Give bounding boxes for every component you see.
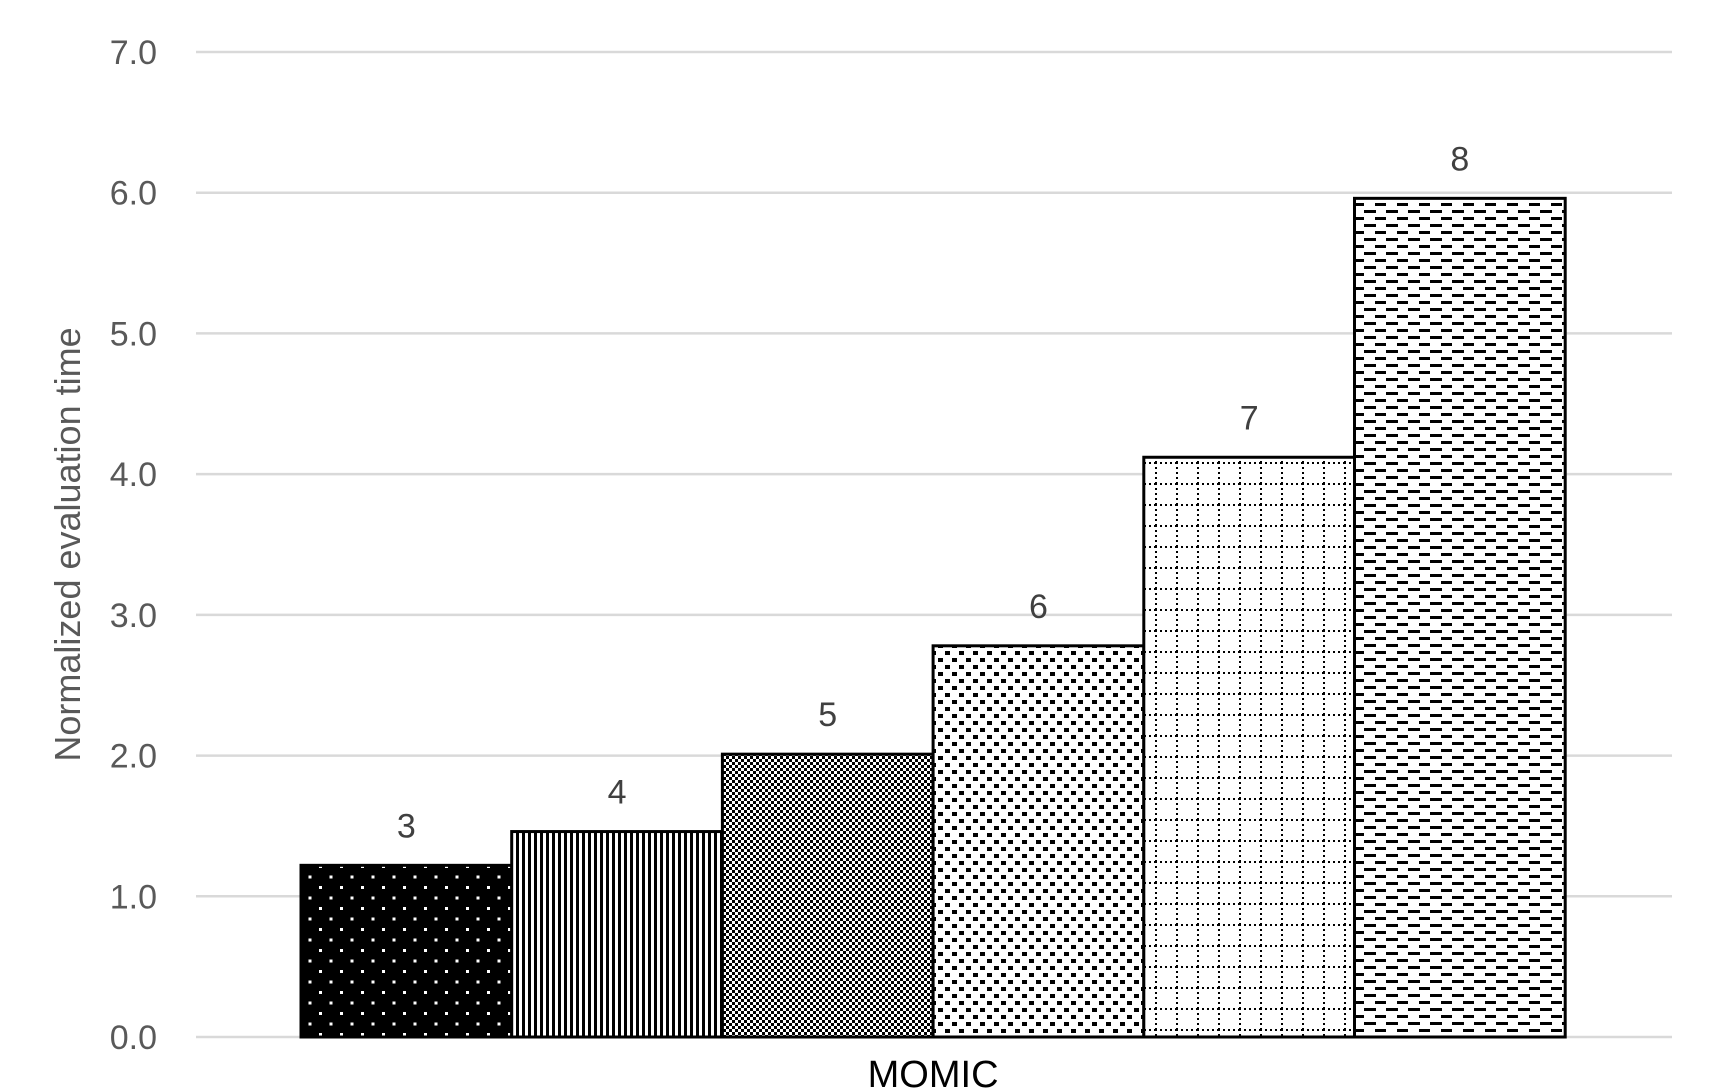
data-label-series-4: 4 xyxy=(608,774,627,812)
y-tick-label: 5.0 xyxy=(110,315,157,353)
y-tick-label: 6.0 xyxy=(110,175,157,213)
bar-series-6 xyxy=(931,644,1146,1039)
y-tick-labels: 0.0 1.0 2.0 3.0 4.0 5.0 6.0 7.0 xyxy=(110,34,157,1057)
y-axis-title: Normalized evaluation time xyxy=(47,327,88,761)
data-labels: 3 4 5 6 7 8 xyxy=(397,140,1469,845)
bar-series-5 xyxy=(720,752,935,1039)
y-tick-label: 0.0 xyxy=(110,1019,157,1057)
y-tick-label: 1.0 xyxy=(110,878,157,916)
y-tick-label: 7.0 xyxy=(110,34,157,72)
data-label-series-6: 6 xyxy=(1029,588,1048,626)
bar-series-3 xyxy=(299,863,514,1039)
data-label-series-7: 7 xyxy=(1240,399,1259,437)
y-tick-label: 2.0 xyxy=(110,738,157,776)
data-label-series-3: 3 xyxy=(397,807,416,845)
y-tick-label: 4.0 xyxy=(110,456,157,494)
x-category-label: MOMIC xyxy=(868,1054,999,1092)
data-label-series-5: 5 xyxy=(818,696,837,734)
bar-series-7 xyxy=(1142,455,1357,1039)
bar-series-4 xyxy=(510,830,724,1039)
data-label-series-8: 8 xyxy=(1450,140,1469,178)
bars xyxy=(299,196,1567,1039)
bar-series-8 xyxy=(1353,196,1567,1039)
y-tick-label: 3.0 xyxy=(110,597,157,635)
